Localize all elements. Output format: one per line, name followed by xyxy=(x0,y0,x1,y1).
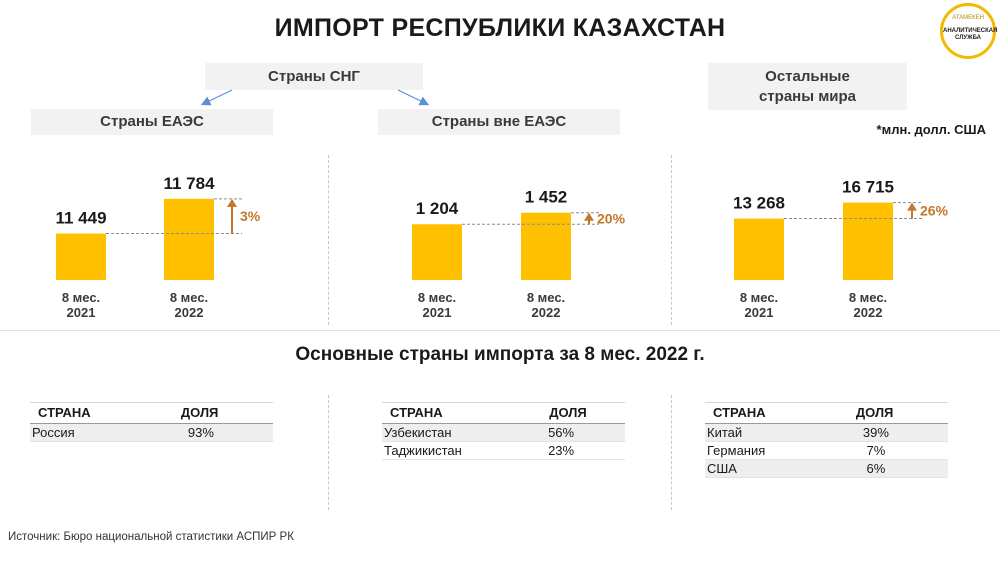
bar-value-label: 11 449 xyxy=(55,209,106,228)
country-name: Китай xyxy=(705,423,802,442)
col-country: СТРАНА xyxy=(30,402,127,424)
bar-value-label: 13 268 xyxy=(733,194,785,213)
country-share: 56% xyxy=(495,423,625,442)
arrow-to-non-eaeu xyxy=(397,89,430,106)
country-share: 39% xyxy=(801,423,948,442)
growth-percent-label: 3% xyxy=(240,208,261,224)
country-name: Россия xyxy=(30,423,127,442)
growth-percent-label: 20% xyxy=(597,210,626,226)
table-row: Германия 7% xyxy=(705,441,948,460)
non-eaeu-box: Страны вне ЕАЭС xyxy=(378,109,620,135)
unit-note: *млн. долл. США xyxy=(876,122,986,137)
x-tick-label: 8 мес. xyxy=(418,290,456,305)
x-tick-label: 8 мес. xyxy=(849,290,887,305)
x-tick-label: 2022 xyxy=(854,305,883,320)
country-share: 93% xyxy=(126,423,273,442)
bar-value-label: 11 784 xyxy=(163,174,215,193)
x-tick-label: 8 мес. xyxy=(62,290,100,305)
bar-value-label: 1 204 xyxy=(416,199,459,218)
countries-table-other: СТРАНА ДОЛЯ Китай 39% Германия 7% США 6% xyxy=(705,402,948,478)
bar-value-label: 1 452 xyxy=(525,188,568,207)
bar xyxy=(56,233,106,280)
country-name: Таджикистан xyxy=(382,441,496,460)
bar xyxy=(521,212,571,280)
col-country: СТРАНА xyxy=(382,402,496,424)
other-countries-line1: Остальные xyxy=(765,68,850,85)
country-name: Узбекистан xyxy=(382,423,496,442)
eaeu-box: Страны ЕАЭС xyxy=(31,109,273,135)
table-row: Таджикистан 23% xyxy=(382,441,625,460)
country-name: США xyxy=(705,459,802,478)
x-tick-label: 8 мес. xyxy=(740,290,778,305)
growth-percent-label: 26% xyxy=(920,203,949,219)
growth-arrow-head xyxy=(907,202,917,211)
bar-value-label: 16 715 xyxy=(842,178,894,197)
bar xyxy=(843,202,893,280)
bar xyxy=(412,224,462,280)
x-tick-label: 8 мес. xyxy=(527,290,565,305)
table-row: Китай 39% xyxy=(705,423,948,442)
logo-bottom-text: АНАЛИТИЧЕСКАЯ СЛУЖБА xyxy=(943,28,998,41)
col-share: ДОЛЯ xyxy=(801,402,948,424)
growth-arrow-head xyxy=(584,212,594,221)
bar xyxy=(734,218,784,280)
x-tick-label: 2021 xyxy=(67,305,96,320)
other-countries-line2: страны мира xyxy=(758,88,857,105)
x-tick-label: 2021 xyxy=(423,305,452,320)
bar xyxy=(164,198,214,280)
x-tick-label: 2022 xyxy=(175,305,204,320)
divider-1 xyxy=(328,155,329,325)
countries-table-non-eaeu: СТРАНА ДОЛЯ Узбекистан 56% Таджикистан 2… xyxy=(382,402,625,460)
growth-arrow-head xyxy=(227,198,237,207)
country-share: 7% xyxy=(801,441,948,460)
col-share: ДОЛЯ xyxy=(495,402,625,424)
table-row: Узбекистан 56% xyxy=(382,423,625,442)
x-tick-label: 2021 xyxy=(745,305,774,320)
x-tick-label: 2022 xyxy=(532,305,561,320)
country-name: Германия xyxy=(705,441,802,460)
table-row: США 6% xyxy=(705,459,948,478)
x-tick-label: 8 мес. xyxy=(170,290,208,305)
logo-top-text: АТАМЕКЕН xyxy=(952,15,984,21)
countries-table-eaeu: СТРАНА ДОЛЯ Россия 93% xyxy=(30,402,273,442)
connector-arrows xyxy=(200,89,430,106)
country-share: 23% xyxy=(495,441,625,460)
atameken-logo: АТАМЕКЕН АНАЛИТИЧЕСКАЯ СЛУЖБА xyxy=(940,3,998,59)
col-share: ДОЛЯ xyxy=(126,402,273,424)
main-countries-title: Основные страны импорта за 8 мес. 2022 г… xyxy=(295,344,705,365)
section-divider xyxy=(0,330,1000,331)
divider-2 xyxy=(671,155,672,325)
cis-box: Страны СНГ xyxy=(205,63,423,90)
table-row: Россия 93% xyxy=(30,423,273,442)
source-note: Источник: Бюро национальной статистики А… xyxy=(8,531,294,543)
country-share: 6% xyxy=(801,459,948,478)
arrow-to-eaeu xyxy=(200,89,233,106)
divider-4 xyxy=(671,395,672,510)
divider-3 xyxy=(328,395,329,510)
other-countries-box: Остальные страны мира xyxy=(708,63,907,110)
col-country: СТРАНА xyxy=(705,402,802,424)
page-title: ИМПОРТ РЕСПУБЛИКИ КАЗАХСТАН xyxy=(274,14,726,42)
